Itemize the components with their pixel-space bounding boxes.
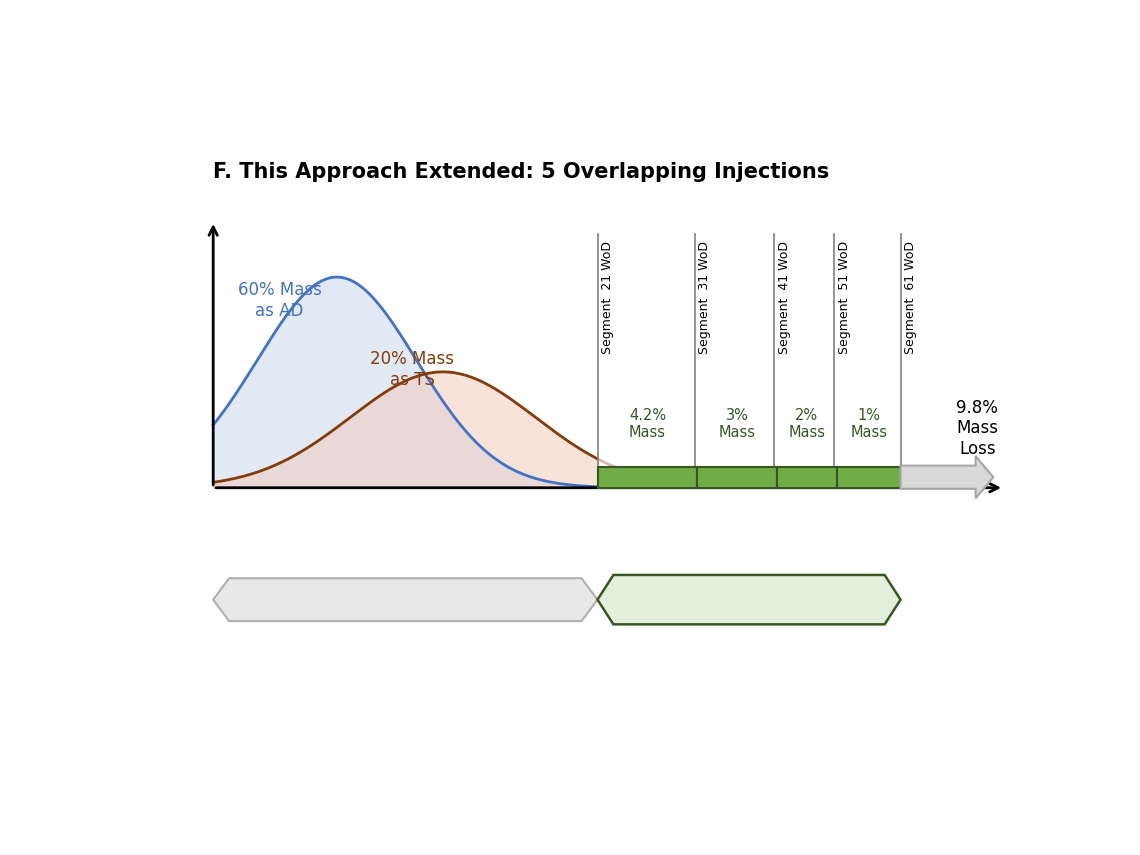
- FancyBboxPatch shape: [837, 467, 901, 487]
- Text: 3%
Mass: 3% Mass: [718, 408, 756, 440]
- Text: Segment  21 WoD: Segment 21 WoD: [601, 241, 614, 354]
- Text: F. This Approach Extended: 5 Overlapping Injections: F. This Approach Extended: 5 Overlapping…: [213, 162, 830, 182]
- FancyBboxPatch shape: [698, 467, 776, 487]
- Text: Previously lost mass now
assigned storage timescales: Previously lost mass now assigned storag…: [640, 583, 858, 616]
- FancyBboxPatch shape: [597, 467, 698, 487]
- Text: Recovered mass from reach 21: Recovered mass from reach 21: [286, 593, 524, 607]
- Text: Segment  51 WoD: Segment 51 WoD: [838, 241, 850, 354]
- Text: Segment  61 WoD: Segment 61 WoD: [904, 241, 917, 354]
- Text: 9.8%
Mass
Loss: 9.8% Mass Loss: [956, 398, 999, 458]
- Text: 60% Mass
as AD: 60% Mass as AD: [237, 280, 321, 320]
- Polygon shape: [213, 578, 597, 621]
- Text: 20% Mass
as TS: 20% Mass as TS: [370, 350, 454, 389]
- Text: Segment  31 WoD: Segment 31 WoD: [698, 241, 711, 354]
- Text: 4.2%
Mass: 4.2% Mass: [629, 408, 666, 440]
- Polygon shape: [597, 575, 901, 624]
- FancyBboxPatch shape: [776, 467, 837, 487]
- Text: Segment  41 WoD: Segment 41 WoD: [777, 241, 791, 354]
- Text: 2%
Mass: 2% Mass: [789, 408, 825, 440]
- FancyArrow shape: [901, 456, 993, 498]
- Text: 1%
Mass: 1% Mass: [850, 408, 887, 440]
